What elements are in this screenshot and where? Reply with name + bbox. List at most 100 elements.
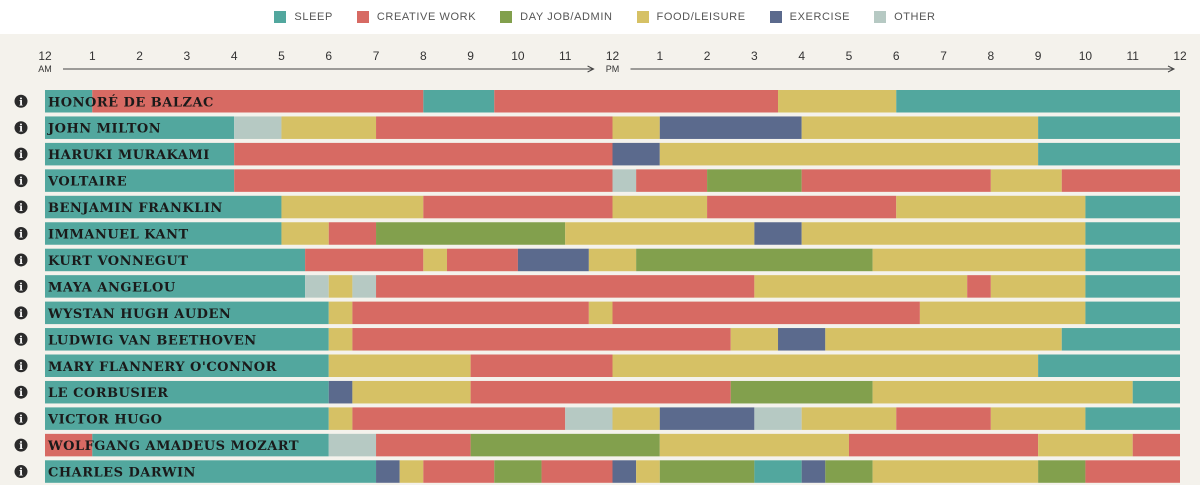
schedule-segment-exercise [328,380,353,404]
schedule-segment-food [801,407,897,430]
schedule-segment-food [399,460,424,483]
schedule-segment-sleep [45,275,306,298]
info-icon-glyph: i [19,335,23,346]
schedule-segment-sleep [1038,142,1180,166]
schedule-segment-creative [352,328,731,351]
schedule-segment-food [801,116,1039,139]
info-icon[interactable] [14,94,28,108]
x-tick-label: 3 [751,49,758,63]
schedule-segment-food [281,195,424,219]
schedule-segment-creative [92,90,424,113]
schedule-segment-sleep [45,407,329,430]
schedule-segment-creative [848,433,1039,457]
schedule-segment-other [352,275,377,298]
legend-swatch-other [874,11,887,23]
schedule-segment-food [281,222,329,245]
schedule-segment-sleep [45,142,235,166]
schedule-segment-dayjob [376,222,566,245]
schedule-segment-creative [376,275,755,298]
x-tick-label: 9 [1035,49,1042,63]
schedule-segment-food [328,328,353,351]
info-icon[interactable] [14,359,28,373]
schedule-segment-exercise [659,407,755,430]
info-icon-glyph: i [19,177,23,188]
info-icon[interactable] [14,412,28,426]
info-icon[interactable] [14,121,28,135]
schedule-segment-food [990,169,1062,192]
schedule-segment-creative [470,380,731,404]
x-tick-label: 12 [606,49,620,63]
person-name-label: MAYA ANGELOU [48,280,176,295]
info-icon[interactable] [14,147,28,161]
info-icon-glyph: i [19,441,23,452]
legend-label-food: FOOD/LEISURE [656,11,746,23]
schedule-segment-creative [234,142,613,166]
schedule-segment-sleep [896,90,1180,113]
x-tick-label: 2 [136,49,143,63]
person-name-label: WYSTAN HUGH AUDEN [47,307,231,322]
schedule-segment-dayjob [825,460,873,483]
legend-item-exercise: EXERCISE [769,11,850,23]
schedule-segment-food [328,301,353,325]
schedule-segment-creative [541,460,613,483]
person-name-label: VOLTAIRE [47,175,127,190]
info-icon-glyph: i [19,468,23,479]
info-icon-glyph: i [19,150,23,161]
schedule-segment-creative [612,301,920,325]
person-name-label: WOLFGANG AMADEUS MOZART [47,439,299,454]
schedule-segment-sleep [45,222,282,245]
person-name-label: KURT VONNEGUT [48,254,188,269]
schedule-segment-creative [967,275,991,298]
x-tick-label: 5 [278,49,285,63]
schedule-segment-food [872,380,1133,404]
person-name-label: LE CORBUSIER [48,386,169,401]
person-name-label: BENJAMIN FRANKLIN [48,201,223,216]
info-icon-glyph: i [19,388,23,399]
legend-label-creative: CREATIVE WORK [376,11,477,23]
schedule-segment-food [565,222,755,245]
schedule-segment-food [872,248,1086,272]
info-icon[interactable] [14,306,28,320]
info-icon[interactable] [14,438,28,452]
schedule-segment-food [990,407,1086,430]
schedule-segment-creative [470,354,613,377]
schedule-segment-food [636,460,660,483]
info-icon-glyph: i [19,203,23,214]
schedule-segment-exercise [778,328,826,351]
schedule-segment-other [565,407,613,430]
x-tick-label: 3 [184,49,191,63]
info-icon[interactable] [14,279,28,293]
person-name-label: MARY FLANNERY O'CONNOR [48,360,277,375]
schedule-segment-exercise [801,460,826,483]
info-icon[interactable] [14,385,28,399]
schedule-segment-sleep [1085,222,1180,245]
schedule-segment-creative [423,460,495,483]
legend-label-dayjob: DAY JOB/ADMIN [520,11,613,23]
schedule-segment-food [872,460,1039,483]
schedule-segment-creative [636,169,708,192]
person-name-label: HONORÉ DE BALZAC [48,94,214,110]
info-icon[interactable] [14,200,28,214]
x-tick-label: 8 [420,49,427,63]
info-icon[interactable] [14,332,28,346]
schedule-segment-creative [328,222,377,245]
schedule-segment-food [801,222,1086,245]
schedule-segment-sleep [1085,301,1180,325]
schedule-segment-sleep [45,380,329,404]
person-name-label: VICTOR HUGO [47,413,162,428]
schedule-segment-creative [1132,433,1180,457]
schedule-segment-exercise [612,460,637,483]
schedule-segment-creative [494,90,779,113]
schedule-segment-sleep [45,195,282,219]
info-icon[interactable] [14,227,28,240]
schedule-segment-food [990,275,1086,298]
legend-item-food: FOOD/LEISURE [636,11,746,23]
info-icon[interactable] [14,253,28,267]
schedule-segment-food [919,301,1086,325]
schedule-segment-dayjob [730,380,873,404]
legend-swatch-creative [356,11,369,23]
info-icon[interactable] [14,465,28,479]
schedule-segment-sleep [45,460,377,483]
info-icon[interactable] [14,174,28,188]
